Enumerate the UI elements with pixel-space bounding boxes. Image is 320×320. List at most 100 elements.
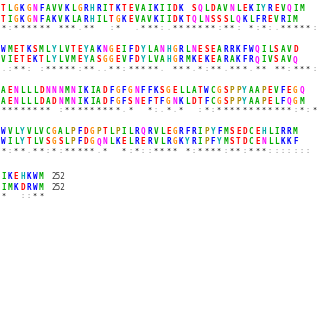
Text: G: G	[217, 97, 221, 106]
Text: *: *	[185, 148, 189, 154]
Text: F: F	[39, 14, 44, 23]
Text: :: :	[109, 25, 113, 31]
Text: S: S	[45, 138, 50, 147]
Text: R: R	[280, 127, 285, 136]
Text: K: K	[65, 14, 69, 23]
Text: A: A	[96, 97, 101, 106]
Text: *: *	[90, 25, 94, 31]
Text: I: I	[96, 14, 101, 23]
Text: *: *	[20, 25, 24, 31]
Text: I: I	[77, 97, 82, 106]
Text: F: F	[109, 97, 114, 106]
Text: Q: Q	[293, 55, 298, 65]
Text: Y: Y	[242, 86, 247, 95]
Text: I: I	[293, 4, 298, 13]
Text: *: *	[255, 66, 259, 72]
Text: E: E	[198, 45, 203, 54]
Text: F: F	[280, 86, 285, 95]
Text: R: R	[223, 55, 228, 65]
Text: G: G	[90, 138, 94, 147]
Text: *: *	[261, 107, 266, 113]
Text: D: D	[172, 4, 177, 13]
Text: Q: Q	[236, 14, 241, 23]
Text: M: M	[185, 55, 190, 65]
Text: V: V	[26, 127, 31, 136]
Text: :: :	[7, 25, 12, 31]
Text: *: *	[153, 25, 158, 31]
Text: .: .	[103, 66, 107, 72]
Text: *: *	[268, 107, 272, 113]
Text: N: N	[58, 86, 63, 95]
Text: I: I	[261, 45, 266, 54]
Text: D: D	[52, 97, 56, 106]
Text: R: R	[96, 4, 101, 13]
Text: T: T	[20, 55, 25, 65]
Text: *: *	[261, 148, 266, 154]
Text: *: *	[141, 25, 145, 31]
Text: Q: Q	[198, 4, 203, 13]
Text: :: :	[77, 66, 82, 72]
Text: *: *	[71, 107, 75, 113]
Text: *: *	[14, 25, 18, 31]
Text: *: *	[179, 25, 183, 31]
Text: *: *	[242, 107, 246, 113]
Text: *: *	[122, 148, 126, 154]
Text: A: A	[249, 86, 253, 95]
Text: L: L	[274, 97, 279, 106]
Text: *: *	[20, 148, 24, 154]
Text: A: A	[217, 45, 221, 54]
Text: L: L	[33, 127, 37, 136]
Text: M: M	[300, 4, 304, 13]
Text: F: F	[122, 86, 126, 95]
Text: V: V	[153, 55, 158, 65]
Text: L: L	[147, 45, 152, 54]
Text: P: P	[229, 86, 234, 95]
Text: C: C	[211, 97, 215, 106]
Text: *: *	[115, 25, 120, 31]
Text: *: *	[71, 25, 75, 31]
Text: K: K	[7, 172, 12, 181]
Text: R: R	[280, 14, 285, 23]
Text: L: L	[268, 45, 272, 54]
Text: Q: Q	[96, 138, 101, 147]
Text: *: *	[287, 25, 291, 31]
Text: V: V	[134, 14, 139, 23]
Text: R: R	[268, 4, 272, 13]
Text: R: R	[26, 182, 31, 191]
Text: *: *	[147, 25, 151, 31]
Text: L: L	[58, 45, 63, 54]
Text: K: K	[84, 86, 88, 95]
Text: :: :	[26, 66, 31, 72]
Text: Y: Y	[141, 55, 145, 65]
Text: V: V	[153, 127, 158, 136]
Text: E: E	[77, 45, 82, 54]
Text: *: *	[33, 193, 37, 199]
Text: D: D	[134, 55, 139, 65]
Text: G: G	[109, 55, 114, 65]
Text: *: *	[103, 107, 107, 113]
Text: D: D	[84, 138, 88, 147]
Text: N: N	[45, 86, 50, 95]
Text: E: E	[172, 86, 177, 95]
Text: I: I	[274, 127, 279, 136]
Text: Y: Y	[52, 45, 56, 54]
Text: A: A	[1, 97, 6, 106]
Text: S: S	[33, 45, 37, 54]
Text: T: T	[39, 55, 44, 65]
Text: L: L	[26, 86, 31, 95]
Text: .: .	[26, 148, 31, 154]
Text: N: N	[229, 4, 234, 13]
Text: *: *	[287, 107, 291, 113]
Text: E: E	[198, 55, 203, 65]
Text: .: .	[274, 25, 278, 31]
Text: .: .	[223, 66, 228, 72]
Text: N: N	[160, 45, 164, 54]
Text: *: *	[293, 66, 297, 72]
Text: :: :	[287, 66, 291, 72]
Text: R: R	[179, 55, 183, 65]
Text: T: T	[185, 14, 190, 23]
Text: I: I	[103, 4, 107, 13]
Text: .: .	[77, 25, 82, 31]
Text: I: I	[90, 86, 94, 95]
Text: I: I	[1, 172, 6, 181]
